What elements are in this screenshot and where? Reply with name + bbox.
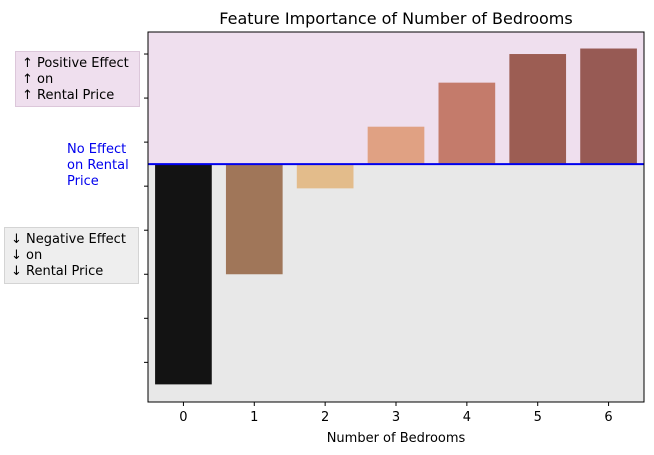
bar-2 [296, 164, 354, 189]
x-tick-label: 4 [463, 410, 471, 425]
x-tick-label: 3 [392, 410, 400, 425]
x-axis-label: Number of Bedrooms [327, 431, 466, 446]
bar-6 [580, 48, 637, 165]
bar-3 [367, 126, 425, 165]
bar-1 [225, 164, 283, 275]
bar-0 [155, 164, 212, 385]
negative-effect-region [148, 164, 644, 402]
chart-title: Feature Importance of Number of Bedrooms [219, 9, 572, 28]
positive-effect-annotation: ↑ Positive Effect ↑ on ↑ Rental Price [15, 51, 140, 107]
negative-effect-annotation: ↓ Negative Effect ↓ on ↓ Rental Price [4, 227, 139, 284]
x-tick-label: 5 [534, 410, 542, 425]
no-effect-annotation: No Effect on Rental Price [67, 142, 129, 189]
x-tick-label: 6 [604, 410, 612, 425]
x-tick-label: 2 [321, 410, 329, 425]
x-tick-label: 1 [250, 410, 258, 425]
bar-5 [509, 54, 567, 165]
x-tick-label: 0 [179, 410, 187, 425]
bar-4 [438, 82, 496, 165]
